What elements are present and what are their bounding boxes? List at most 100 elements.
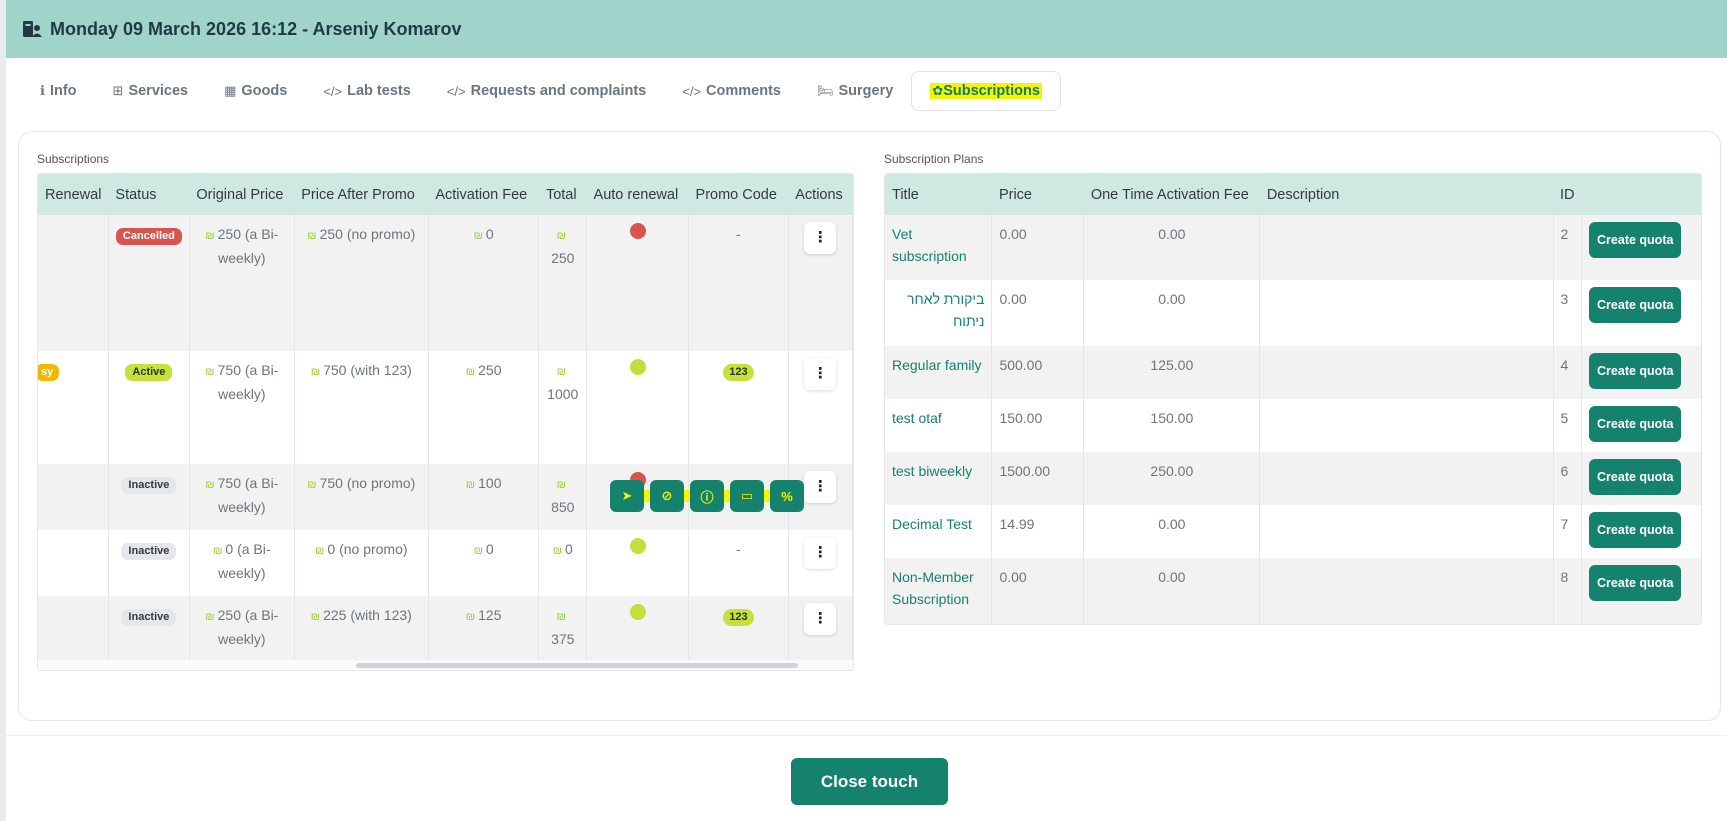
col-activation-fee: One Time Activation Fee [1083, 174, 1260, 215]
plan-title[interactable]: ביקורת לאחר ניתוח [885, 280, 993, 346]
more-actions-icon[interactable]: ⋮ [804, 603, 837, 635]
status-badge: Cancelled [115, 228, 182, 245]
shekel-icon: ₪ [556, 479, 566, 491]
plan-title[interactable]: Regular family [885, 346, 993, 399]
table-row: Inactive ₪ 250 (a Bi-weekly) ₪ 225 (with 1… [38, 596, 853, 662]
table-row: Regular family 500.00 125.00 4 Create qu… [885, 346, 1701, 399]
create-quota-button[interactable]: Create quota [1589, 222, 1682, 258]
create-quota-button[interactable]: Create quota [1589, 565, 1682, 601]
original-price-cell: ₪ 750 (a Bi-weekly) [189, 464, 295, 530]
tab-services[interactable]: ⊞ Services [112, 83, 189, 99]
footer-divider [6, 735, 1727, 736]
percent-icon[interactable]: % [770, 480, 804, 512]
auto-renewal-on-indicator [629, 604, 646, 620]
renewal-cell [38, 464, 109, 530]
info-icon[interactable]: ⓘ [690, 480, 724, 512]
auto-renewal-cell [586, 596, 690, 662]
tab-goods[interactable]: ▦ Goods [224, 83, 288, 99]
total-cell: ₪ 250 [538, 215, 588, 351]
plan-title[interactable]: test biweekly [885, 452, 993, 505]
promo-badge: 123 [723, 609, 754, 626]
tab-surgery[interactable]: 🛏 Surgery [816, 83, 894, 99]
plans-section-title: Subscription Plans [884, 152, 984, 166]
shekel-icon: ₪ [205, 479, 215, 491]
plan-description [1259, 452, 1554, 505]
total-cell: ₪ 0 [538, 530, 588, 596]
ban-icon[interactable]: ⊘ [650, 480, 684, 512]
col-original-price: Original Price [189, 174, 295, 215]
plan-description [1259, 558, 1554, 624]
actions-cell: ⋮ [788, 351, 853, 464]
info-icon: ℹ [40, 83, 45, 98]
create-quota-button[interactable]: Create quota [1589, 406, 1682, 442]
create-cell: Create quota [1581, 558, 1701, 624]
credit-card-icon[interactable]: ▭ [730, 480, 764, 512]
create-quota-button[interactable]: Create quota [1589, 353, 1682, 389]
sitemap-icon: ⊞ [112, 83, 124, 98]
renewal-cell: sy [38, 351, 109, 464]
promo-cell: 123 [688, 351, 789, 464]
col-id: ID [1553, 174, 1582, 215]
auto-renewal-cell [586, 530, 690, 596]
close-touch-button[interactable]: Close touch [791, 758, 948, 805]
more-actions-icon[interactable]: ⋮ [804, 222, 837, 254]
shekel-icon: ₪ [473, 545, 483, 557]
create-quota-button[interactable]: Create quota [1589, 459, 1682, 495]
horizontal-scrollbar[interactable] [38, 660, 853, 670]
plan-title[interactable]: test otaf [885, 399, 993, 452]
more-actions-icon[interactable]: ⋮ [804, 358, 837, 390]
actions-cell: ⋮ [788, 530, 853, 596]
plan-fee: 0.00 [1083, 505, 1261, 558]
create-quota-button[interactable]: Create quota [1589, 287, 1682, 323]
total-cell: ₪ 375 [538, 596, 588, 662]
tab-comments[interactable]: </> Comments [682, 83, 781, 99]
shekel-icon: ₪ [556, 230, 566, 242]
tab-subscriptions[interactable]: ✿Subscriptions [911, 71, 1061, 111]
plan-id: 4 [1553, 346, 1583, 399]
original-price-cell: ₪ 750 (a Bi-weekly) [189, 351, 295, 464]
create-quota-button[interactable]: Create quota [1589, 512, 1682, 548]
col-renewal: Renewal [38, 174, 109, 215]
subscriptions-table-container[interactable]: Renewal Status Original Price Price Afte… [37, 173, 854, 671]
settings-icon: ✿ [932, 83, 944, 98]
shekel-icon: ₪ [315, 545, 325, 557]
tab-requests-and-complaints[interactable]: </> Requests and complaints [446, 83, 647, 99]
plan-id: 3 [1553, 280, 1583, 346]
activation-fee-cell: ₪ 0 [428, 530, 540, 596]
status-badge: Inactive [121, 543, 177, 560]
promo-cell: - [688, 215, 789, 351]
plan-fee: 250.00 [1083, 452, 1261, 505]
col-promo-code: Promo Code [688, 174, 789, 215]
plan-title[interactable]: Decimal Test [885, 505, 993, 558]
subscriptions-header-row: Renewal Status Original Price Price Afte… [38, 174, 853, 215]
send-icon[interactable]: ➤ [610, 480, 644, 512]
scrollbar-thumb[interactable] [356, 663, 798, 668]
plans-table-container: Title Price One Time Activation Fee Desc… [884, 173, 1702, 625]
plan-title[interactable]: Non-Member Subscription [885, 558, 993, 624]
tab-lab-tests[interactable]: </> Lab tests [323, 83, 411, 99]
plan-description [1259, 215, 1554, 280]
col-auto-renewal: Auto renewal [586, 174, 689, 215]
table-row: Non-Member Subscription 0.00 0.00 8 Crea… [885, 558, 1701, 624]
more-actions-icon[interactable]: ⋮ [804, 537, 837, 569]
plan-fee: 0.00 [1083, 280, 1261, 346]
shekel-icon: ₪ [473, 230, 483, 242]
plan-title[interactable]: Vet subscription [885, 215, 993, 280]
plan-fee: 150.00 [1083, 399, 1261, 452]
status-badge: Inactive [121, 609, 177, 626]
create-cell: Create quota [1581, 452, 1701, 505]
tab-info[interactable]: ℹ Info [40, 83, 77, 99]
table-row: Inactive ₪ 0 (a Bi-weekly) ₪ 0 (no promo) … [38, 530, 853, 596]
price-after-promo-cell: ₪ 0 (no promo) [294, 530, 429, 596]
more-actions-icon[interactable]: ⋮ [804, 471, 837, 503]
original-price-cell: ₪ 250 (a Bi-weekly) [189, 215, 295, 351]
plan-description [1259, 505, 1554, 558]
plan-price: 150.00 [991, 399, 1085, 452]
boxes-icon: ▦ [224, 83, 237, 98]
auto-renewal-on-indicator [629, 359, 646, 375]
table-row: test biweekly 1500.00 250.00 6 Create qu… [885, 452, 1701, 505]
plan-description [1259, 346, 1554, 399]
shekel-icon: ₪ [310, 366, 321, 378]
shekel-icon: ₪ [205, 366, 215, 378]
promo-cell: - [688, 530, 789, 596]
